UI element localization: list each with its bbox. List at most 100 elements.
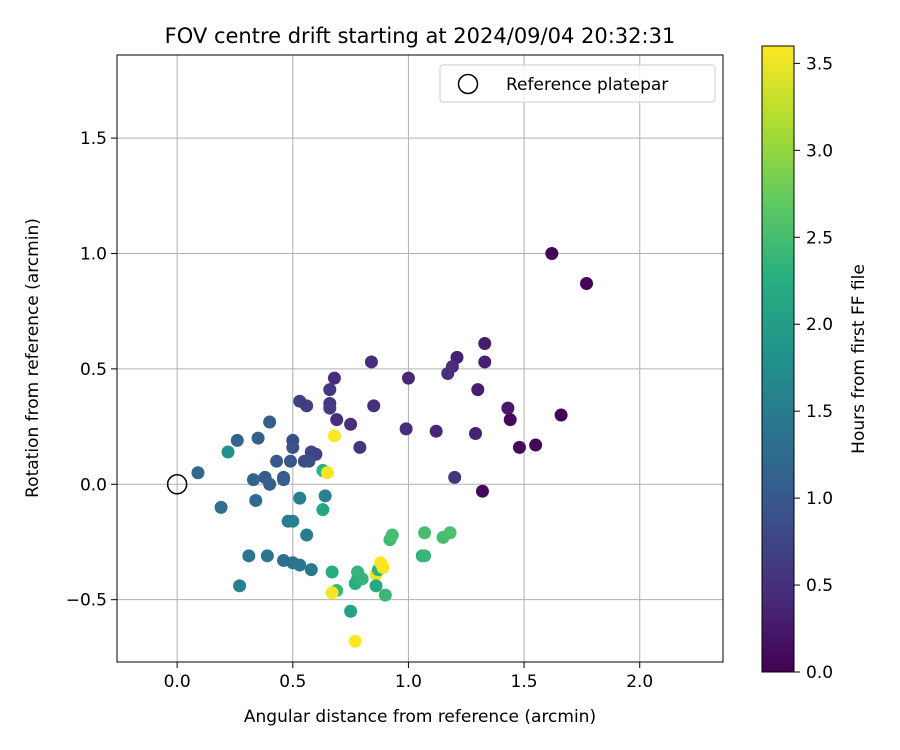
data-points bbox=[191, 246, 594, 648]
data-point bbox=[429, 424, 443, 438]
data-point bbox=[554, 408, 568, 422]
data-point bbox=[323, 401, 337, 415]
y-tick-label: −0.5 bbox=[66, 591, 107, 611]
data-point bbox=[418, 526, 432, 540]
legend-label: Reference platepar bbox=[506, 75, 668, 95]
data-point bbox=[418, 549, 432, 563]
data-point bbox=[399, 422, 413, 436]
data-point bbox=[302, 454, 316, 468]
y-tick-label: 0.5 bbox=[80, 360, 107, 380]
data-point bbox=[512, 440, 526, 454]
data-point bbox=[316, 503, 330, 517]
colorbar-tick-label: 2.0 bbox=[806, 315, 833, 335]
data-point bbox=[327, 371, 341, 385]
data-point bbox=[364, 355, 378, 369]
data-point bbox=[367, 399, 381, 413]
legend-marker bbox=[457, 73, 479, 95]
y-axis: −0.5 0.0 0.5 1.0 1.5 bbox=[66, 129, 117, 611]
data-point bbox=[293, 558, 307, 572]
data-point bbox=[401, 371, 415, 385]
legend: Reference platepar bbox=[439, 64, 716, 103]
data-point bbox=[251, 431, 265, 445]
data-point bbox=[221, 445, 235, 459]
data-point bbox=[443, 526, 457, 540]
data-point bbox=[441, 367, 455, 381]
x-tick-label: 1.0 bbox=[395, 672, 422, 692]
data-point bbox=[355, 572, 369, 586]
data-point bbox=[327, 429, 341, 443]
colorbar-tick-label: 0.5 bbox=[806, 576, 833, 596]
data-point bbox=[300, 528, 314, 542]
data-point bbox=[529, 438, 543, 452]
data-point bbox=[478, 336, 492, 350]
x-axis-label: Angular distance from reference (arcmin) bbox=[244, 707, 596, 727]
data-point bbox=[369, 579, 383, 593]
colorbar-tick-label: 2.5 bbox=[806, 228, 833, 248]
y-axis-label: Rotation from reference (arcmin) bbox=[23, 218, 43, 498]
x-tick-label: 0.0 bbox=[164, 672, 191, 692]
y-tick-label: 0.0 bbox=[80, 475, 107, 495]
data-point bbox=[503, 413, 517, 427]
data-point bbox=[580, 276, 594, 290]
data-point bbox=[318, 489, 332, 503]
y-tick-label: 1.5 bbox=[80, 129, 107, 149]
colorbar-label: Hours from first FF file bbox=[849, 264, 869, 454]
data-point bbox=[233, 579, 247, 593]
x-tick-label: 0.5 bbox=[279, 672, 306, 692]
data-point bbox=[286, 514, 300, 528]
data-point bbox=[385, 528, 399, 542]
data-point bbox=[230, 433, 244, 447]
data-point bbox=[374, 556, 388, 570]
data-point bbox=[277, 473, 291, 487]
legend-box bbox=[439, 64, 716, 103]
data-point bbox=[323, 383, 337, 397]
data-point bbox=[260, 549, 274, 563]
colorbar: 0.0 0.5 1.0 1.5 2.0 2.5 3.0 3.5 Hours from firs… bbox=[761, 45, 869, 683]
data-point bbox=[325, 586, 339, 600]
colorbar-tick-label: 1.5 bbox=[806, 402, 833, 422]
data-point bbox=[242, 549, 256, 563]
data-point bbox=[448, 470, 462, 484]
x-axis: 0.0 0.5 1.0 1.5 2.0 bbox=[164, 662, 653, 692]
plot-frame bbox=[116, 54, 724, 663]
data-point bbox=[471, 383, 485, 397]
data-point bbox=[325, 565, 339, 579]
data-point bbox=[283, 454, 297, 468]
data-point bbox=[344, 417, 358, 431]
data-point bbox=[330, 413, 344, 427]
data-point bbox=[353, 440, 367, 454]
data-point bbox=[501, 401, 515, 415]
colorbar-tick-label: 1.0 bbox=[806, 489, 833, 509]
data-point bbox=[348, 634, 362, 648]
grid-lines bbox=[117, 55, 723, 662]
data-point bbox=[293, 491, 307, 505]
colorbar-tick-label: 0.0 bbox=[806, 663, 833, 683]
data-point bbox=[320, 466, 334, 480]
colorbar-gradient bbox=[761, 45, 795, 673]
data-point bbox=[545, 246, 559, 260]
data-point bbox=[304, 563, 318, 577]
data-point bbox=[300, 399, 314, 413]
data-point bbox=[478, 355, 492, 369]
x-tick-label: 2.0 bbox=[626, 672, 653, 692]
chart-title: FOV centre drift starting at 2024/09/04 … bbox=[165, 24, 676, 48]
data-point bbox=[191, 466, 205, 480]
data-point bbox=[378, 588, 392, 602]
colorbar-tick-label: 3.0 bbox=[806, 141, 833, 161]
data-point bbox=[249, 493, 263, 507]
data-point bbox=[214, 500, 228, 514]
data-point bbox=[475, 484, 489, 498]
data-point bbox=[286, 440, 300, 454]
data-point bbox=[270, 454, 284, 468]
data-point bbox=[263, 415, 277, 429]
data-point bbox=[344, 604, 358, 618]
data-point bbox=[246, 473, 260, 487]
data-point bbox=[263, 477, 277, 491]
x-tick-label: 1.5 bbox=[511, 672, 538, 692]
colorbar-tick-label: 3.5 bbox=[806, 54, 833, 74]
data-point bbox=[469, 427, 483, 441]
colorbar-ticks: 0.0 0.5 1.0 1.5 2.0 2.5 3.0 3.5 bbox=[794, 54, 833, 683]
y-tick-label: 1.0 bbox=[80, 244, 107, 264]
reference-marker bbox=[166, 474, 188, 495]
